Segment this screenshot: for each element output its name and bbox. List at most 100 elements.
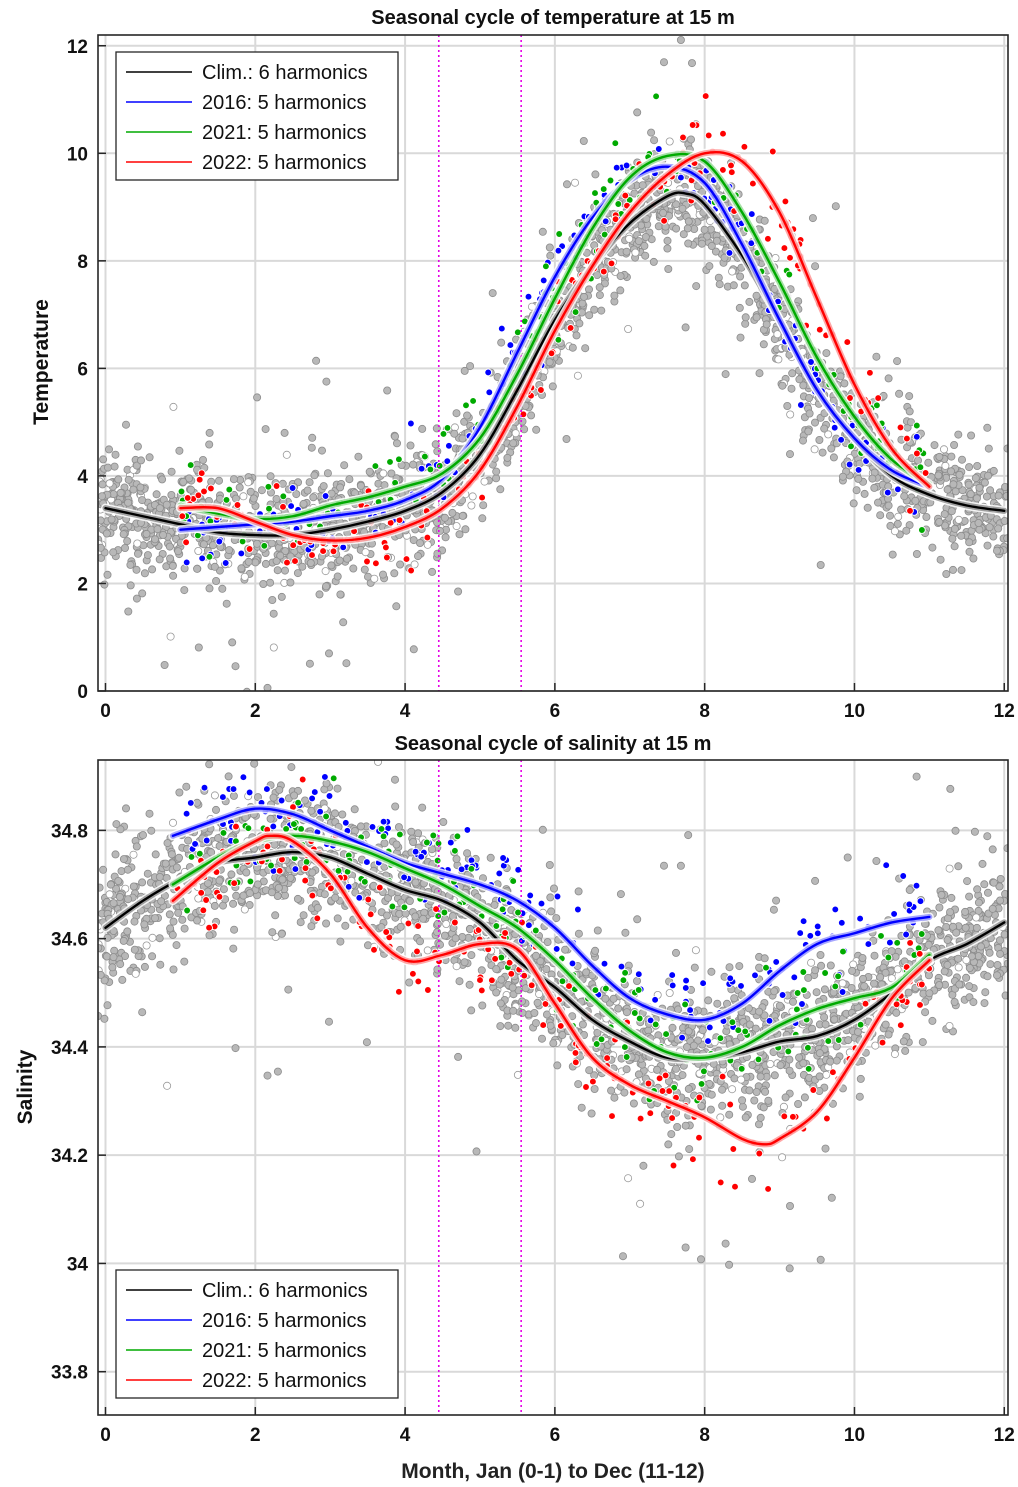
- observation-point: [263, 1071, 272, 1080]
- observation-point: [260, 541, 269, 550]
- observation-point: [448, 912, 457, 921]
- observation-point: [340, 461, 349, 470]
- observation-point: [928, 543, 937, 552]
- observation-point: [413, 552, 422, 561]
- observation-point: [439, 430, 448, 438]
- observation-point: [214, 834, 223, 843]
- observation-point: [269, 609, 278, 618]
- observation-point: [409, 645, 418, 654]
- observation-point: [335, 556, 344, 565]
- observation-point: [704, 996, 713, 1005]
- observation-point: [689, 1041, 698, 1050]
- observation-point: [390, 432, 399, 441]
- observation-point: [815, 325, 824, 334]
- observation-point: [876, 511, 885, 520]
- observation-point: [458, 933, 467, 942]
- observation-point: [730, 994, 739, 1003]
- observation-point: [996, 949, 1005, 958]
- observation-point: [418, 424, 427, 433]
- observation-point: [402, 555, 411, 563]
- observation-point: [922, 513, 931, 522]
- observation-point: [174, 908, 183, 917]
- observation-point: [725, 1110, 734, 1119]
- observation-point: [610, 291, 619, 300]
- observation-point: [130, 917, 139, 926]
- observation-point: [546, 893, 555, 902]
- observation-point: [421, 452, 429, 461]
- observation-point: [972, 913, 981, 922]
- observation-point: [725, 249, 734, 257]
- observation-point: [542, 262, 550, 271]
- observation-point: [133, 539, 142, 548]
- observation-point: [518, 997, 527, 1006]
- observation-point: [341, 921, 350, 930]
- observation-point: [194, 547, 203, 556]
- observation-point: [245, 889, 254, 898]
- observation-point: [282, 450, 291, 459]
- observation-point: [697, 1255, 706, 1264]
- observation-point: [317, 446, 326, 455]
- observation-point: [836, 372, 845, 381]
- observation-point: [760, 216, 769, 225]
- observation-point: [950, 998, 959, 1007]
- observation-point: [305, 659, 314, 668]
- observation-point: [805, 409, 814, 418]
- observation-point: [745, 1086, 754, 1095]
- observation-point: [124, 475, 133, 484]
- legend-label-2021: 2021: 5 harmonics: [202, 122, 367, 144]
- observation-point: [571, 178, 580, 187]
- observation-point: [129, 485, 138, 494]
- observation-point: [518, 417, 527, 426]
- observation-point: [964, 480, 973, 489]
- observation-point: [121, 544, 130, 553]
- observation-point: [272, 494, 281, 503]
- observation-point: [433, 928, 442, 937]
- observation-point: [826, 1057, 835, 1066]
- observation-point: [235, 483, 244, 492]
- observation-point: [900, 492, 909, 501]
- observation-point: [296, 918, 305, 927]
- observation-point: [750, 1096, 759, 1105]
- observation-point: [886, 521, 895, 530]
- observation-point: [568, 343, 577, 352]
- observation-point: [308, 868, 317, 877]
- observation-point: [778, 1153, 787, 1162]
- observation-point: [690, 963, 699, 972]
- observation-point: [668, 1023, 677, 1032]
- observation-point: [649, 257, 658, 266]
- observation-point: [177, 487, 186, 496]
- observation-point: [98, 480, 107, 489]
- observation-point: [975, 483, 984, 492]
- observation-point: [262, 726, 269, 733]
- observation-point: [740, 142, 749, 151]
- observation-point: [737, 1075, 746, 1084]
- observation-point: [707, 1090, 716, 1099]
- observation-point: [354, 452, 363, 461]
- observation-point: [166, 554, 175, 563]
- observation-point: [349, 564, 358, 573]
- observation-point: [545, 243, 554, 252]
- observation-point: [881, 1020, 890, 1029]
- observation-point: [1000, 517, 1008, 525]
- observation-point: [972, 494, 981, 503]
- observation-point: [684, 831, 693, 840]
- observation-point: [513, 1070, 522, 1079]
- observation-point: [115, 893, 124, 902]
- observation-point: [396, 560, 405, 569]
- observation-point: [845, 460, 854, 469]
- observation-point: [780, 244, 789, 252]
- observation-point: [947, 507, 956, 516]
- observation-point: [210, 562, 219, 571]
- observation-point: [903, 434, 911, 443]
- observation-point: [184, 836, 193, 845]
- observation-point: [820, 985, 829, 994]
- observation-point: [492, 467, 501, 476]
- observation-point: [906, 506, 914, 515]
- observation-point: [322, 582, 331, 591]
- observation-point: [445, 441, 453, 450]
- observation-point: [239, 492, 248, 501]
- observation-point: [303, 486, 312, 495]
- observation-point: [227, 870, 236, 879]
- observation-point: [778, 381, 787, 390]
- observation-point: [450, 429, 459, 438]
